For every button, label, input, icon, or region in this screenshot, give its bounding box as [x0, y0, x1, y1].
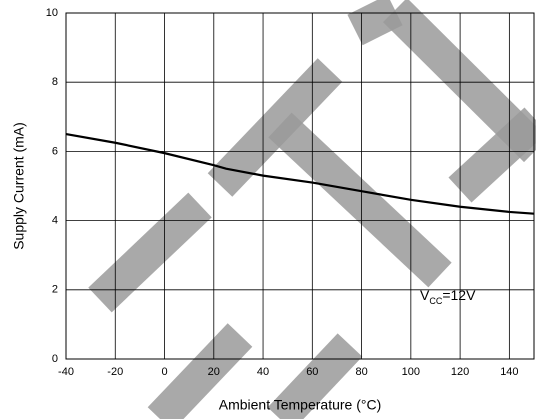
x-tick-label: 100: [402, 366, 420, 378]
y-tick-label: 10: [46, 7, 58, 19]
watermark: [88, 0, 536, 419]
annotation-suffix: =12V: [442, 287, 476, 303]
x-tick-label: 40: [257, 366, 269, 378]
y-tick-label: 8: [52, 76, 58, 88]
annotation-subscript: CC: [429, 296, 442, 306]
x-tick-label: -40: [58, 366, 74, 378]
x-tick-label: 120: [451, 366, 469, 378]
y-tick-label: 2: [52, 284, 58, 296]
x-axis-title: Ambient Temperature (°C): [219, 397, 382, 413]
y-tick-label: 6: [52, 145, 58, 157]
x-tick-label: -20: [107, 366, 123, 378]
annotation-text: V: [420, 287, 430, 303]
annotation: VCC=12V: [420, 287, 476, 307]
plot-frame: [65, 12, 535, 360]
x-tick-label: 20: [208, 366, 220, 378]
x-tick-label: 80: [355, 366, 367, 378]
y-axis-title: Supply Current (mA): [11, 122, 27, 250]
y-tick-label: 4: [52, 215, 58, 227]
x-tick-label: 60: [306, 366, 318, 378]
x-tick-label: 140: [500, 366, 518, 378]
y-tick-label: 0: [52, 353, 58, 365]
x-tick-label: 0: [161, 366, 167, 378]
line-series: [65, 133, 535, 215]
